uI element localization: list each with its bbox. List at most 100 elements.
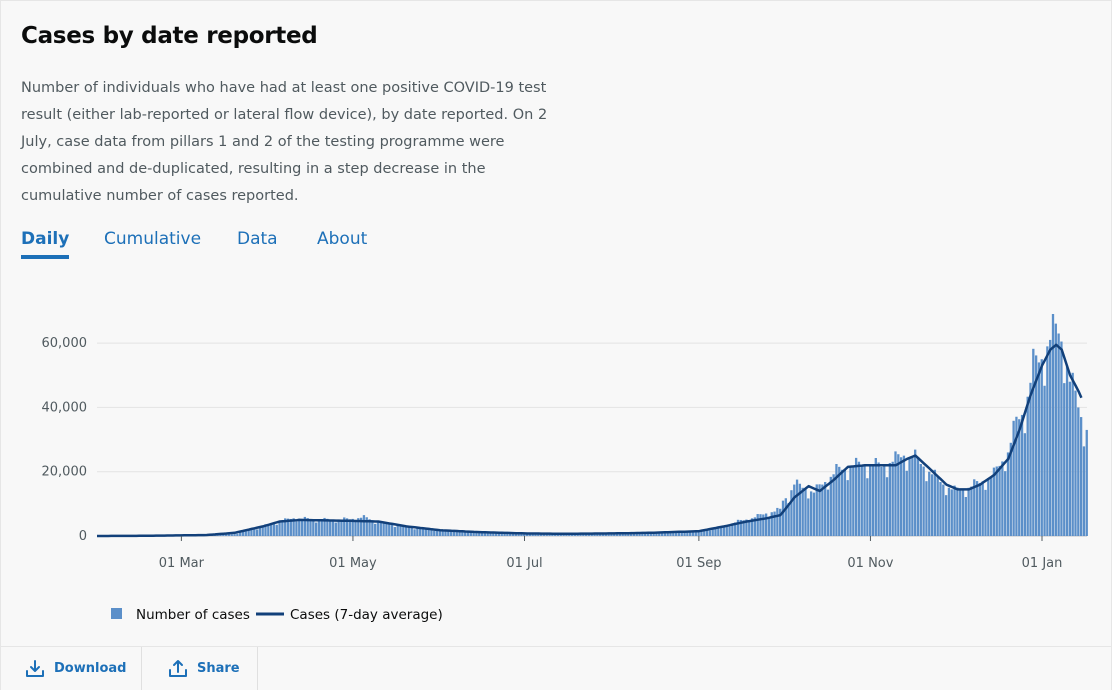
tab-about[interactable]: About <box>317 229 368 249</box>
footer-divider <box>257 647 258 690</box>
bar-number-of-cases <box>674 531 678 536</box>
bar-number-of-cases <box>295 521 298 536</box>
bar-number-of-cases <box>644 532 647 536</box>
bar-number-of-cases <box>652 532 655 536</box>
download-button[interactable]: Download <box>25 647 126 690</box>
bar-number-of-cases <box>953 485 956 536</box>
bar-number-of-cases <box>494 532 498 536</box>
bar-number-of-cases <box>770 512 773 536</box>
bar-number-of-cases <box>922 466 925 536</box>
bar-number-of-cases <box>739 519 742 536</box>
legend-swatch-number-of-cases <box>111 608 122 619</box>
bar-number-of-cases <box>292 518 295 536</box>
bar-number-of-cases <box>371 520 374 536</box>
card-description: Number of individuals who have had at le… <box>21 80 548 204</box>
bar-number-of-cases <box>776 507 779 536</box>
bar-number-of-cases <box>936 476 939 536</box>
bar-number-of-cases <box>641 532 644 536</box>
bar-number-of-cases <box>742 520 745 536</box>
bar-number-of-cases <box>1001 461 1004 536</box>
bar-number-of-cases <box>345 518 349 536</box>
share-button[interactable]: Share <box>168 647 240 690</box>
bar-number-of-cases <box>930 474 934 536</box>
bar-number-of-cases <box>1043 385 1046 536</box>
bar-number-of-cases <box>497 532 501 536</box>
bar-number-of-cases <box>852 466 855 536</box>
bar-number-of-cases <box>705 529 709 536</box>
bar-number-of-cases <box>433 530 436 536</box>
bar-number-of-cases <box>832 474 835 536</box>
bar-number-of-cases <box>351 518 354 536</box>
bar-number-of-cases <box>908 457 911 536</box>
bar-number-of-cases <box>298 518 301 536</box>
tab-data[interactable]: Data <box>237 229 278 249</box>
bar-number-of-cases <box>469 531 472 536</box>
bar-number-of-cases <box>483 532 487 536</box>
bar-number-of-cases <box>680 531 683 536</box>
bar-number-of-cases <box>950 489 953 536</box>
bar-number-of-cases <box>1020 414 1024 536</box>
bar-number-of-cases <box>1051 314 1055 536</box>
series-line-cases-7-day-average <box>97 343 1083 538</box>
bar-number-of-cases <box>326 518 329 536</box>
chart-grid <box>97 342 1087 537</box>
bar-number-of-cases <box>239 532 242 536</box>
bar-number-of-cases <box>275 524 278 536</box>
bar-number-of-cases <box>548 533 551 536</box>
bar-number-of-cases <box>1004 471 1007 536</box>
bar-number-of-cases <box>849 466 852 536</box>
bar-number-of-cases <box>1012 420 1015 536</box>
x-tick-label: 01 Mar <box>159 556 205 571</box>
share-label: Share <box>197 661 240 676</box>
bar-number-of-cases <box>914 449 917 536</box>
bar-number-of-cases <box>731 523 734 536</box>
bar-number-of-cases <box>449 530 453 536</box>
bar-number-of-cases <box>1026 396 1029 536</box>
bar-number-of-cases <box>736 519 740 536</box>
bar-number-of-cases <box>807 498 810 536</box>
bar-number-of-cases <box>784 498 787 536</box>
bar-number-of-cases <box>764 513 768 536</box>
bar-number-of-cases <box>821 484 824 536</box>
tab-daily[interactable]: Daily <box>21 229 70 259</box>
bar-number-of-cases <box>942 484 945 536</box>
bar-number-of-cases <box>627 533 630 536</box>
bar-number-of-cases <box>683 531 686 536</box>
bar-number-of-cases <box>992 467 996 536</box>
bar-number-of-cases <box>877 462 880 536</box>
bar-number-of-cases <box>804 488 807 536</box>
bar-number-of-cases <box>323 517 326 536</box>
bar-number-of-cases <box>621 533 624 536</box>
bar-number-of-cases <box>632 533 636 536</box>
bar-number-of-cases <box>883 465 886 536</box>
chart-legend: Number of cases Cases (7-day average) <box>111 607 443 623</box>
bar-number-of-cases <box>781 500 785 536</box>
bar-number-of-cases <box>615 533 619 536</box>
bar-number-of-cases <box>458 531 461 536</box>
bar-number-of-cases <box>793 484 796 536</box>
bar-number-of-cases <box>596 533 599 536</box>
bar-number-of-cases <box>1077 407 1080 536</box>
bar-number-of-cases <box>815 484 818 536</box>
bar-number-of-cases <box>1018 419 1021 536</box>
bar-number-of-cases <box>379 522 382 536</box>
bar-number-of-cases <box>312 519 315 536</box>
bar-number-of-cases <box>874 458 877 536</box>
bar-number-of-cases <box>489 532 492 536</box>
bar-number-of-cases <box>899 457 903 536</box>
bar-number-of-cases <box>745 519 748 536</box>
bar-number-of-cases <box>278 521 281 536</box>
bar-number-of-cases <box>545 533 548 536</box>
y-tick-label: 60,000 <box>42 336 88 351</box>
bar-number-of-cases <box>663 532 667 536</box>
bar-number-of-cases <box>669 532 672 536</box>
bar-number-of-cases <box>416 528 419 536</box>
card-title: Cases by date reported <box>21 23 318 49</box>
bar-number-of-cases <box>753 517 757 536</box>
bar-number-of-cases <box>812 492 816 536</box>
footer-divider <box>141 647 142 690</box>
tab-cumulative[interactable]: Cumulative <box>104 229 202 249</box>
bar-number-of-cases <box>281 520 284 536</box>
bar-number-of-cases <box>523 533 526 536</box>
